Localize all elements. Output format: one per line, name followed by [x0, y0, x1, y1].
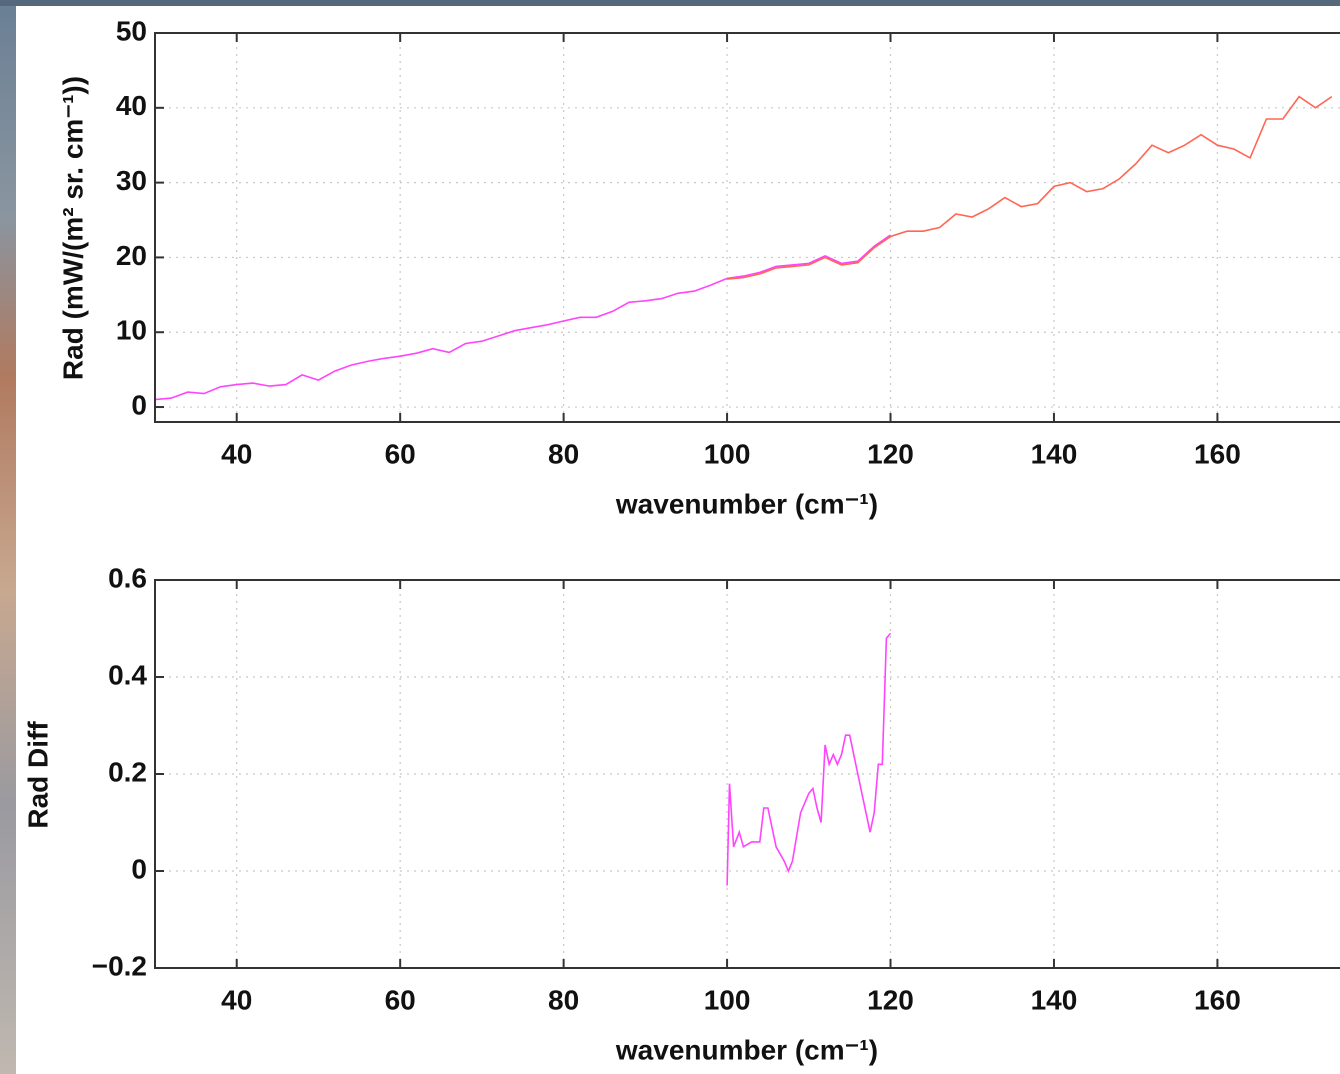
y-tick-label: 40 — [116, 90, 147, 121]
x-tick-label: 140 — [1031, 438, 1078, 469]
x-tick-label: 80 — [548, 438, 579, 469]
y-tick-label: 0.6 — [108, 562, 147, 593]
y-tick-label: 0 — [131, 389, 147, 420]
x-tick-label: 160 — [1194, 438, 1241, 469]
x-axis-label: wavenumber (cm⁻¹) — [615, 1034, 878, 1065]
y-tick-label: 10 — [116, 315, 147, 346]
data-line — [726, 632, 892, 886]
x-tick-label: 40 — [221, 984, 252, 1015]
desktop-background — [0, 0, 16, 1074]
axes-frame — [154, 32, 1340, 423]
x-tick-label: 60 — [385, 984, 416, 1015]
y-tick-label: 0 — [131, 853, 147, 884]
y-tick-label: 0.4 — [108, 659, 147, 690]
x-tick-label: 160 — [1194, 984, 1241, 1015]
x-tick-label: 100 — [704, 438, 751, 469]
x-tick-label: 120 — [867, 984, 914, 1015]
y-axis-label: Rad (mW/(m² sr. cm⁻¹)) — [57, 76, 88, 380]
x-tick-label: 120 — [867, 438, 914, 469]
data-line — [154, 234, 891, 401]
x-tick-label: 100 — [704, 984, 751, 1015]
y-tick-label: 50 — [116, 15, 147, 46]
window-bar — [0, 0, 1340, 6]
x-tick-label: 140 — [1031, 984, 1078, 1015]
x-tick-label: 80 — [548, 984, 579, 1015]
x-tick-label: 60 — [385, 438, 416, 469]
axes-frame — [154, 579, 1340, 969]
data-line — [727, 95, 1333, 280]
y-tick-label: 20 — [116, 240, 147, 271]
y-tick-label: −0.2 — [92, 950, 147, 981]
y-tick-label: 30 — [116, 165, 147, 196]
y-axis-label: Rad Diff — [22, 721, 53, 829]
y-tick-label: 0.2 — [108, 756, 147, 787]
x-tick-label: 40 — [221, 438, 252, 469]
x-axis-label: wavenumber (cm⁻¹) — [615, 488, 878, 519]
